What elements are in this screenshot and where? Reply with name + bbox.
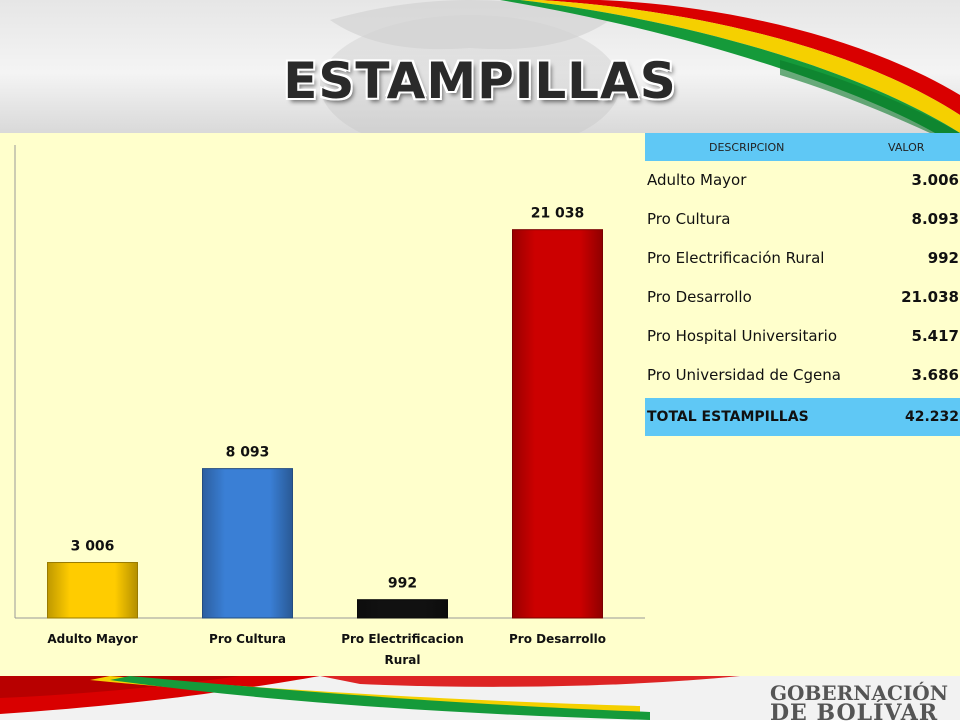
table-row: Pro Hospital Universitario 5.417 — [645, 317, 960, 356]
row-description: Pro Cultura — [647, 210, 731, 228]
bar-value-label: 992 — [388, 576, 417, 592]
row-description: Pro Electrificación Rural — [647, 249, 825, 267]
total-label: TOTAL ESTAMPILLAS — [647, 409, 809, 425]
bar-2 — [357, 599, 448, 619]
table-row: Pro Desarrollo 21.038 — [645, 278, 960, 317]
row-description: Pro Hospital Universitario — [647, 327, 838, 345]
header-decoration — [320, 0, 960, 133]
table-total-row: TOTAL ESTAMPILLAS 42.232 — [645, 398, 960, 436]
row-value: 5.417 — [911, 327, 959, 345]
data-table: DESCRIPCION VALOR Adulto Mayor 3.006 Pro… — [645, 133, 960, 436]
footer-decoration — [0, 676, 740, 720]
category-label: Rural — [385, 653, 421, 667]
row-value: 8.093 — [911, 210, 959, 228]
logo-line-2: DE BOLÍVAR — [769, 700, 939, 726]
table-row: Adulto Mayor 3.006 — [645, 161, 960, 200]
header-value: VALOR — [888, 141, 925, 154]
bar-chart: 3 006 Adulto Mayor 8 093 Pro Cultura 992 Pro … — [14, 145, 645, 667]
table-row: Pro Universidad de Cgena 3.686 — [645, 356, 960, 395]
slide-header: ESTAMPILLAS — [0, 0, 960, 133]
category-label: Pro Desarrollo — [509, 632, 606, 646]
row-description: Adulto Mayor — [647, 171, 747, 189]
content-panel: 3 006 Adulto Mayor 8 093 Pro Cultura 992 Pro … — [0, 133, 960, 676]
category-label: Adulto Mayor — [47, 632, 137, 646]
bar-1 — [202, 468, 293, 619]
slide-title: ESTAMPILLAS — [283, 52, 677, 110]
row-description: Pro Universidad de Cgena — [647, 366, 841, 384]
bars-group: 3 006 Adulto Mayor 8 093 Pro Cultura 992 Pro … — [47, 206, 606, 667]
row-value: 3.686 — [911, 366, 959, 384]
row-value: 3.006 — [911, 171, 959, 189]
bar-value-label: 3 006 — [71, 539, 115, 555]
row-value: 992 — [927, 249, 959, 267]
total-value: 42.232 — [904, 409, 959, 425]
row-value: 21.038 — [901, 288, 959, 306]
bar-value-label: 21 038 — [531, 206, 585, 222]
table-row: Pro Electrificación Rural 992 — [645, 239, 960, 278]
bar-value-label: 8 093 — [226, 445, 270, 461]
category-label: Pro Electrificacion — [341, 632, 464, 646]
bar-3 — [512, 229, 603, 619]
table-header: DESCRIPCION VALOR — [645, 133, 960, 161]
table-row: Pro Cultura 8.093 — [645, 200, 960, 239]
bar-0 — [47, 562, 138, 619]
gobernacion-logo: GOBERNACIÓN DE BOLÍVAR — [769, 681, 948, 726]
category-label: Pro Cultura — [209, 632, 286, 646]
slide-footer — [0, 676, 960, 720]
header-description: DESCRIPCION — [709, 141, 785, 154]
row-description: Pro Desarrollo — [647, 288, 752, 306]
logo-line-1: GOBERNACIÓN — [769, 681, 948, 705]
